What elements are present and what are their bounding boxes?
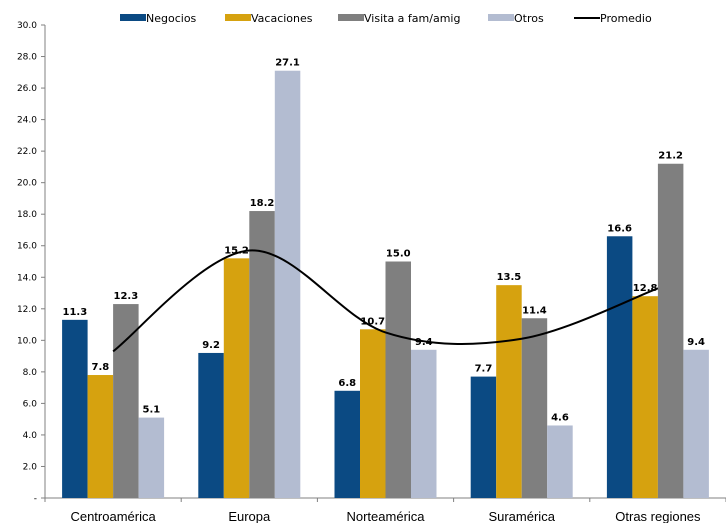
y-tick-label: 10.0 [17, 336, 37, 346]
data-label: 11.3 [63, 307, 88, 318]
data-label: 18.2 [250, 198, 275, 209]
y-tick-label: 22.0 [17, 147, 37, 157]
y-tick-label: - [34, 494, 37, 504]
bar [411, 349, 437, 498]
bar [360, 329, 386, 498]
bar [683, 349, 709, 498]
legend-swatch [488, 14, 514, 21]
data-labels: 11.3 7.8 12.3 5.1 9.2 15.2 18.2 27.1 6.8 10.7 15.0… [63, 58, 706, 424]
legend-swatch [120, 14, 146, 21]
x-tick-label: Europa [228, 509, 271, 523]
data-label: 13.5 [497, 272, 522, 283]
data-label: 27.1 [275, 58, 300, 69]
bar [62, 319, 88, 498]
bar [606, 236, 633, 499]
data-label: 12.8 [633, 283, 658, 294]
y-axis: - 2.0 4.0 6.0 8.0 10.0 12.0 14.0 16.0 18.0 20.0 22.… [17, 21, 46, 504]
data-label: 7.8 [91, 362, 109, 373]
data-label: 15.0 [386, 249, 411, 260]
data-label: 12.3 [114, 291, 139, 302]
bar [274, 70, 301, 499]
y-tick-label: 8.0 [23, 368, 38, 378]
bar [632, 296, 658, 498]
legend-label: Promedio [600, 12, 652, 25]
y-tick-label: 26.0 [17, 84, 37, 94]
bar [87, 375, 114, 498]
x-axis: Centroamérica Europa Norteamérica Suraméric… [44, 497, 726, 523]
bar [521, 318, 548, 498]
y-tick-label: 18.0 [17, 210, 37, 220]
data-label: 6.8 [338, 378, 356, 389]
x-tick-label: Centroamérica [70, 509, 156, 523]
data-label: 11.4 [522, 305, 547, 316]
y-tick-label: 30.0 [17, 21, 37, 31]
y-tick-label: 24.0 [17, 116, 37, 126]
data-label: 4.6 [551, 412, 569, 423]
y-tick-label: 2.0 [23, 462, 38, 472]
data-label: 9.2 [202, 340, 220, 351]
bar [223, 258, 250, 498]
average-line-path [112, 249, 659, 353]
data-label: 9.4 [415, 337, 433, 348]
x-tick-label: Norteamérica [346, 509, 425, 523]
bar [334, 390, 360, 498]
y-tick-label: 12.0 [17, 305, 37, 315]
bar [470, 376, 497, 498]
data-label: 10.7 [360, 316, 385, 327]
bar [496, 285, 522, 498]
y-tick-label: 28.0 [17, 53, 37, 63]
data-label: 9.4 [687, 337, 705, 348]
data-label: 7.7 [475, 364, 493, 375]
legend-swatch [225, 14, 251, 21]
bar [138, 417, 165, 498]
y-tick-label: 4.0 [23, 431, 38, 441]
bar [385, 261, 411, 498]
average-line [112, 249, 659, 353]
bar [547, 425, 573, 498]
legend-label: Visita a fam/amig [364, 12, 460, 25]
y-tick-label: 6.0 [23, 399, 38, 409]
legend-label: Negocios [146, 12, 197, 25]
y-tick-label: 14.0 [17, 273, 37, 283]
x-tick-label: Otras regiones [615, 509, 701, 523]
data-label: 5.1 [142, 405, 160, 416]
bar [657, 163, 684, 498]
bars [62, 70, 709, 499]
legend: Negocios Vacaciones Visita a fam/amig Otros… [120, 12, 652, 25]
bar [113, 304, 139, 498]
legend-label: Vacaciones [251, 12, 313, 25]
data-label: 16.6 [607, 223, 632, 234]
data-label: 21.2 [658, 151, 683, 162]
bar [198, 352, 224, 498]
legend-label: Otros [514, 12, 544, 25]
y-tick-label: 20.0 [17, 179, 37, 189]
data-label: 15.2 [224, 245, 249, 256]
bar [249, 211, 275, 498]
y-tick-label: 16.0 [17, 242, 37, 252]
legend-swatch [338, 14, 364, 21]
x-tick-label: Suramérica [488, 509, 555, 523]
